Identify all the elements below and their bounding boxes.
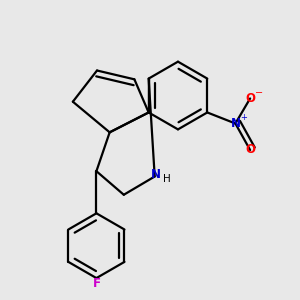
Text: O: O bbox=[245, 92, 255, 105]
Text: O: O bbox=[245, 143, 255, 157]
Text: +: + bbox=[240, 112, 247, 122]
Text: F: F bbox=[92, 278, 101, 290]
Text: H: H bbox=[163, 174, 170, 184]
Text: −: − bbox=[255, 88, 263, 98]
Text: N: N bbox=[151, 168, 161, 181]
Text: N: N bbox=[230, 117, 240, 130]
